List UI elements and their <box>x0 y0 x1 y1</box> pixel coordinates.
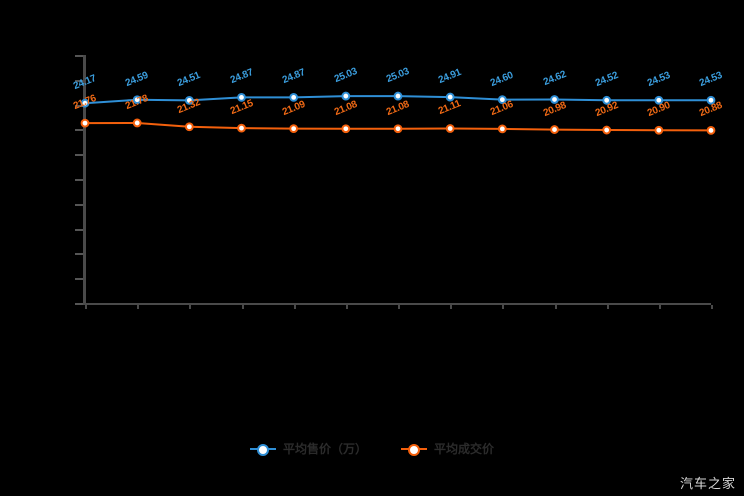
data-point-label: 24.51 <box>176 70 203 90</box>
data-point-label: 24.87 <box>228 67 255 87</box>
watermark-autohome: 汽车之家 <box>679 477 736 492</box>
y-axis-tick <box>75 303 83 305</box>
data-point-label: 21.32 <box>176 96 203 116</box>
x-axis-tick <box>293 305 296 309</box>
data-point-label: 21.15 <box>228 98 255 118</box>
data-point-label: 24.53 <box>645 70 672 90</box>
series-orange-group <box>80 118 716 135</box>
y-axis-line <box>83 55 86 305</box>
series-line <box>84 121 712 132</box>
legend-marker-icon <box>401 443 427 456</box>
legend-label: 平均售价（万） <box>282 442 367 456</box>
data-point-marker[interactable] <box>550 125 559 134</box>
data-point-marker[interactable] <box>602 125 612 135</box>
data-point-marker[interactable] <box>184 122 194 132</box>
data-point-label: 24.53 <box>697 70 724 90</box>
legend-marker-icon <box>249 443 276 456</box>
data-point-label: 21.06 <box>489 98 516 118</box>
y-axis-tick <box>75 154 83 157</box>
y-axis-tick <box>75 129 83 132</box>
y-axis-tick <box>75 203 83 206</box>
x-axis-tick <box>241 305 244 309</box>
y-axis-tick <box>75 228 83 231</box>
chart-legend: 平均售价（万） 平均成交价 <box>0 440 744 457</box>
y-axis-tick <box>75 104 83 107</box>
x-axis-tick <box>711 305 713 309</box>
y-axis-tick <box>75 79 83 82</box>
y-axis-tick <box>75 278 83 281</box>
legend-item-average-price[interactable]: 平均售价（万） <box>249 440 367 457</box>
y-axis-tick <box>75 253 83 256</box>
y-axis-tick <box>75 55 83 57</box>
x-axis-tick <box>398 305 400 309</box>
data-point-label: 24.52 <box>593 70 620 90</box>
data-point-label: 21.08 <box>332 98 359 118</box>
data-point-marker[interactable] <box>706 125 716 135</box>
data-point-marker[interactable] <box>393 91 403 101</box>
data-point-label: 24.59 <box>124 69 150 89</box>
data-point-label: 21.08 <box>384 98 411 118</box>
data-point-label: 20.92 <box>593 100 620 120</box>
x-axis-tick <box>502 305 505 309</box>
data-point-label: 25.03 <box>332 66 359 86</box>
x-axis-tick <box>189 305 192 309</box>
data-point-label: 20.90 <box>645 100 672 120</box>
x-axis-tick <box>606 305 609 309</box>
x-axis-tick <box>137 305 140 309</box>
legend-item-transaction-price[interactable]: 平均成交价 <box>401 440 494 457</box>
data-point-marker[interactable] <box>654 125 664 135</box>
data-point-label: 21.11 <box>437 98 463 118</box>
x-axis-tick <box>450 305 453 309</box>
y-axis-tick <box>75 179 83 181</box>
data-point-label: 20.98 <box>541 99 568 119</box>
data-point-marker[interactable] <box>341 124 351 134</box>
data-point-label: 21.78 <box>124 92 150 112</box>
data-point-label: 24.87 <box>280 67 307 87</box>
x-axis-tick <box>85 305 87 309</box>
legend-label: 平均成交价 <box>434 442 495 456</box>
data-point-label: 24.91 <box>437 67 463 87</box>
data-point-marker[interactable] <box>289 124 299 134</box>
data-point-marker[interactable] <box>289 93 299 102</box>
data-point-marker[interactable] <box>341 91 351 101</box>
x-axis-tick <box>554 305 557 309</box>
data-point-marker[interactable] <box>132 118 142 128</box>
data-point-marker[interactable] <box>445 124 455 133</box>
data-point-label: 20.88 <box>697 100 724 120</box>
data-point-marker[interactable] <box>237 123 246 133</box>
data-point-marker[interactable] <box>497 124 507 134</box>
x-axis-tick <box>345 305 348 309</box>
data-point-label: 21.09 <box>280 98 307 118</box>
data-point-label: 24.62 <box>541 69 568 89</box>
data-point-marker[interactable] <box>393 124 403 134</box>
x-axis-line <box>83 303 711 305</box>
data-point-label: 25.03 <box>384 66 411 86</box>
data-point-label: 24.60 <box>489 69 516 89</box>
x-axis-tick <box>658 305 661 309</box>
